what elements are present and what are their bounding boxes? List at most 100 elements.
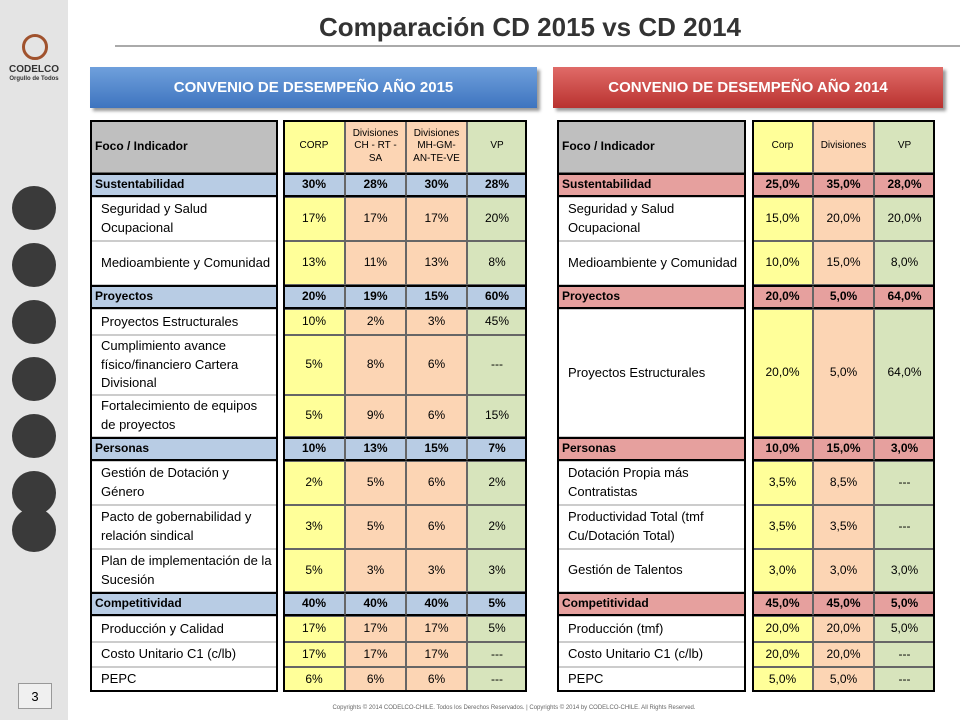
header-cell: CORP <box>283 120 345 173</box>
value-cell: 8,5% <box>813 461 874 505</box>
value-cell: 15,0% <box>752 197 813 241</box>
item-label: PEPC <box>90 667 278 692</box>
value-cell: 17% <box>406 642 467 667</box>
section-value: 45,0% <box>752 592 813 616</box>
section-value: 35,0% <box>813 173 874 197</box>
value-cell: 5% <box>283 549 345 592</box>
value-cell: 17% <box>283 642 345 667</box>
item-label: Medioambiente y Comunidad <box>90 241 278 285</box>
value-cell: 3% <box>406 309 467 335</box>
logo-mark <box>22 34 48 60</box>
section-value: 25,0% <box>752 173 813 197</box>
value-cell: 20,0% <box>813 616 874 642</box>
value-cell: 6% <box>406 505 467 549</box>
section-value: 13% <box>345 437 406 461</box>
section-value: 3,0% <box>874 437 935 461</box>
value-cell: 2% <box>345 309 406 335</box>
value-cell: 20,0% <box>813 642 874 667</box>
icon <box>12 300 56 344</box>
section-value: 60% <box>467 285 527 309</box>
value-cell: 6% <box>406 667 467 692</box>
item-label: PEPC <box>557 667 746 692</box>
section-label: Proyectos <box>90 285 278 309</box>
value-cell: 8% <box>345 335 406 395</box>
section-value: 28% <box>345 173 406 197</box>
icon <box>12 357 56 401</box>
section-label: Proyectos <box>557 285 746 309</box>
section-value: 64,0% <box>874 285 935 309</box>
item-label: Medioambiente y Comunidad <box>557 241 746 285</box>
item-label: Productividad Total (tmf Cu/Dotación Tot… <box>557 505 746 549</box>
table-frame <box>752 120 935 692</box>
section-value: 45,0% <box>813 592 874 616</box>
section-label: Sustentabilidad <box>90 173 278 197</box>
footer: Copyrights © 2014 CODELCO-CHILE. Todos l… <box>332 705 696 711</box>
section-label: Competitividad <box>90 592 278 616</box>
icon <box>12 471 56 515</box>
value-cell: 8% <box>467 241 527 285</box>
value-cell: --- <box>467 642 527 667</box>
banner: CONVENIO DE DESEMPEÑO AÑO 2015 <box>90 67 537 108</box>
item-label: Plan de implementación de la Sucesión <box>90 549 278 592</box>
value-cell: --- <box>467 335 527 395</box>
value-cell: 5,0% <box>874 616 935 642</box>
header-cell: Divisiones MH-GM-AN-TE-VE <box>406 120 467 173</box>
value-cell: 15% <box>467 395 527 437</box>
section-value: 7% <box>467 437 527 461</box>
item-label: Pacto de gobernabilidad y relación sindi… <box>90 505 278 549</box>
section-value: 20,0% <box>752 285 813 309</box>
logo-tagline: Orgullo de Todos <box>9 76 59 82</box>
value-cell: 6% <box>406 461 467 505</box>
title: Comparación CD 2015 vs CD 2014 <box>319 12 741 42</box>
icon <box>12 508 56 552</box>
icon <box>12 186 56 230</box>
page-number: 3 <box>18 683 52 709</box>
value-cell: 5% <box>283 395 345 437</box>
value-cell: 3,5% <box>813 505 874 549</box>
value-cell: 3,5% <box>752 461 813 505</box>
item-label: Producción (tmf) <box>557 616 746 642</box>
value-cell: 5% <box>345 505 406 549</box>
value-cell: 5,0% <box>752 667 813 692</box>
item-label: Seguridad y Salud Ocupacional <box>557 197 746 241</box>
icon <box>12 243 56 287</box>
section-value: 15% <box>406 285 467 309</box>
value-cell: 5% <box>345 461 406 505</box>
section-value: 10% <box>283 437 345 461</box>
value-cell: 3,5% <box>752 505 813 549</box>
value-cell: 20% <box>467 197 527 241</box>
value-cell: 5,0% <box>813 309 874 437</box>
value-cell: 5% <box>283 335 345 395</box>
value-cell: 3,0% <box>874 549 935 592</box>
section-value: 15% <box>406 437 467 461</box>
section-value: 5% <box>467 592 527 616</box>
value-cell: 20,0% <box>813 197 874 241</box>
table-frame <box>283 120 527 692</box>
value-cell: --- <box>874 505 935 549</box>
value-cell: --- <box>874 642 935 667</box>
value-cell: 20,0% <box>752 309 813 437</box>
item-label: Gestión de Dotación y Género <box>90 461 278 505</box>
table-frame <box>557 120 746 692</box>
value-cell: 45% <box>467 309 527 335</box>
section-value: 5,0% <box>813 285 874 309</box>
value-cell: 17% <box>406 616 467 642</box>
section-value: 40% <box>345 592 406 616</box>
value-cell: 17% <box>406 197 467 241</box>
item-label: Gestión de Talentos <box>557 549 746 592</box>
header-cell: Corp <box>752 120 813 173</box>
section-value: 10,0% <box>752 437 813 461</box>
value-cell: 3,0% <box>813 549 874 592</box>
value-cell: 2% <box>467 461 527 505</box>
title-rule <box>115 45 960 47</box>
value-cell: 5% <box>467 616 527 642</box>
value-cell: 6% <box>406 335 467 395</box>
section-value: 5,0% <box>874 592 935 616</box>
section-value: 15,0% <box>813 437 874 461</box>
value-cell: 13% <box>406 241 467 285</box>
value-cell: 17% <box>283 197 345 241</box>
value-cell: 3% <box>345 549 406 592</box>
value-cell: 2% <box>467 505 527 549</box>
value-cell: 20,0% <box>874 197 935 241</box>
